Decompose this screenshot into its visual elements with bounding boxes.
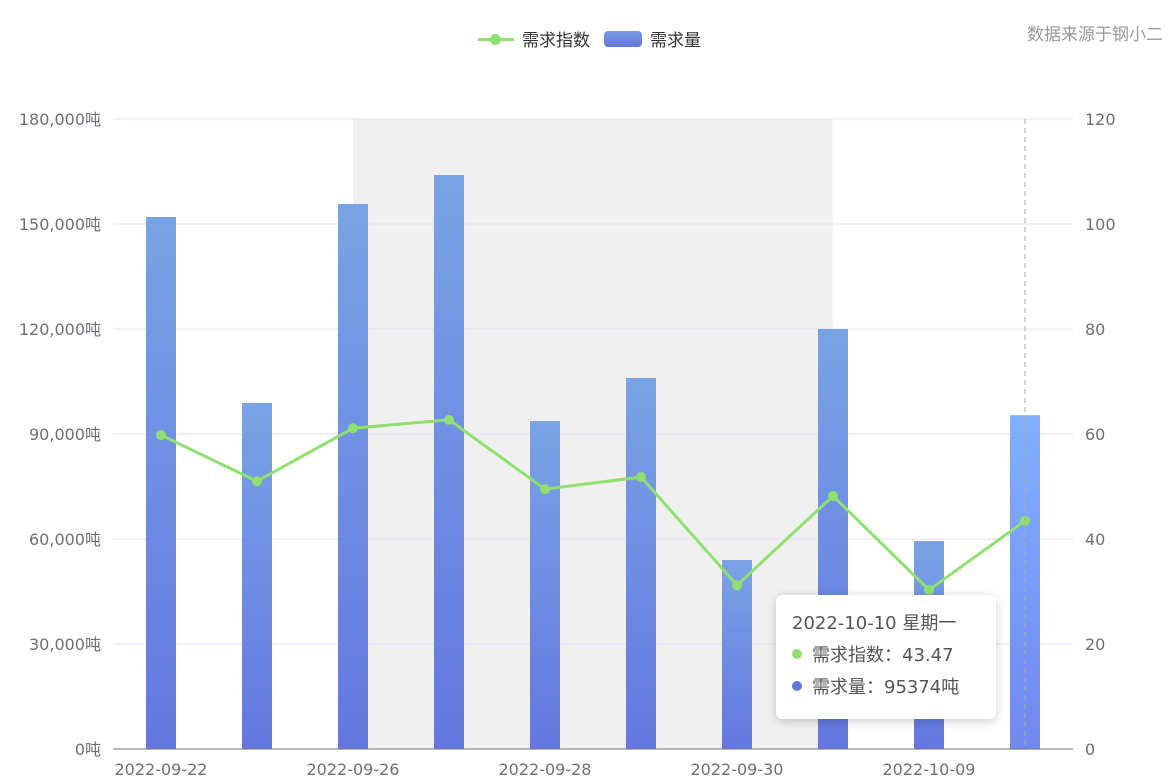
y-right-tick-label: 20 — [1085, 635, 1105, 654]
x-tick-label: 2022-09-22 — [115, 760, 208, 779]
index-dot-icon — [792, 649, 802, 659]
y-right-tick-label: 0 — [1085, 740, 1095, 759]
index-point — [1020, 515, 1030, 526]
y-left-tick-label: 30,000吨 — [29, 635, 101, 654]
bar — [338, 204, 368, 750]
index-point — [636, 472, 646, 483]
index-line — [160, 418, 1026, 592]
tooltip: 2022-10-10 星期一 需求指数：43.47 需求量：95374吨 — [776, 595, 996, 719]
tooltip-row: 需求指数：43.47 — [792, 641, 980, 667]
legend-item-index[interactable]: 需求指数 — [478, 26, 590, 51]
bar — [434, 175, 464, 749]
bar — [242, 402, 272, 749]
y-left-tick-label: 120,000吨 — [19, 320, 101, 339]
index-point — [924, 584, 934, 595]
index-point — [252, 476, 262, 487]
y-right-tick-label: 60 — [1085, 425, 1105, 444]
tooltip-title: 2022-10-10 星期一 — [792, 613, 957, 634]
bar — [530, 421, 560, 749]
bar — [722, 560, 752, 749]
y-right-tick-label: 80 — [1085, 320, 1105, 339]
y-left-tick-label: 150,000吨 — [19, 215, 101, 234]
bar-legend-icon — [604, 30, 642, 47]
y-left-tick-label: 60,000吨 — [29, 530, 101, 549]
index-point — [444, 414, 454, 425]
x-tick-label: 2022-09-26 — [307, 760, 400, 779]
y-right-tick-label: 120 — [1085, 110, 1116, 129]
y-left-tick-label: 180,000吨 — [19, 110, 101, 129]
line-legend-icon — [478, 31, 514, 47]
legend: 需求指数 需求量 — [478, 26, 715, 51]
source-note: 数据来源于钢小二 — [1027, 25, 1163, 45]
legend-item-volume[interactable]: 需求量 — [604, 26, 701, 51]
y-right-tick-label: 40 — [1085, 530, 1105, 549]
x-tick-label: 2022-09-30 — [691, 760, 784, 779]
y-left-tick-label: 0吨 — [75, 740, 101, 759]
tooltip-row: 需求量：95374吨 — [792, 673, 980, 699]
index-point — [540, 484, 550, 495]
x-tick-label: 2022-10-09 — [883, 760, 976, 779]
x-tick-label: 2022-09-28 — [499, 760, 592, 779]
volume-dot-icon — [792, 681, 802, 691]
index-point — [732, 580, 742, 591]
index-point — [828, 490, 838, 501]
bar — [146, 217, 176, 749]
y-left-tick-label: 90,000吨 — [29, 425, 101, 444]
index-point — [156, 430, 166, 441]
bar — [626, 378, 656, 749]
y-right-tick-label: 100 — [1085, 215, 1116, 234]
index-point — [348, 423, 358, 434]
